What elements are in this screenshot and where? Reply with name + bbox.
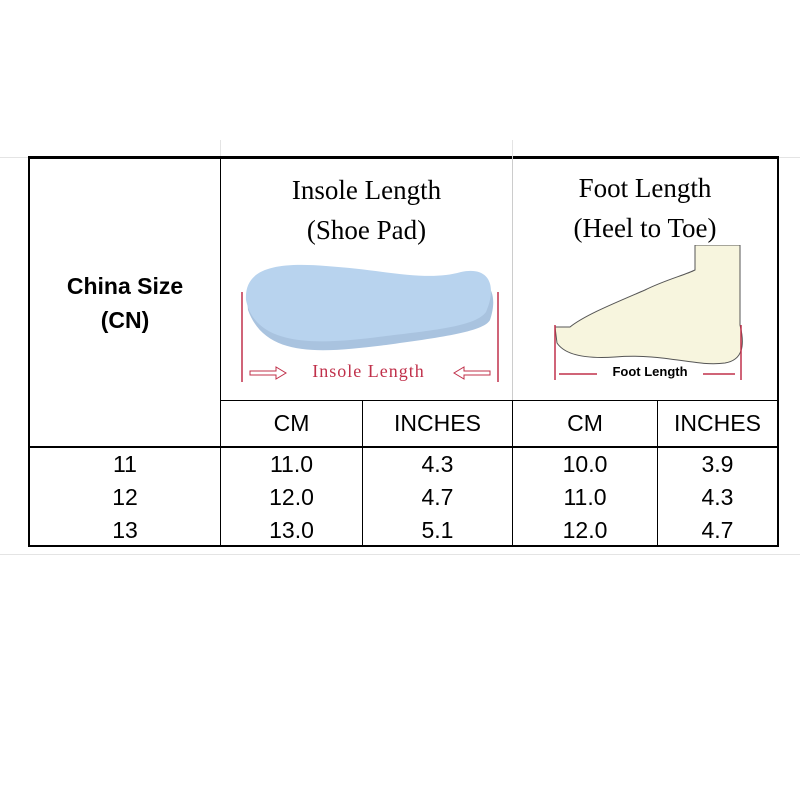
border [28,156,779,159]
insole-length-label: Insole Length [312,361,425,381]
grid-line [0,554,800,555]
table-cell: 4.7 [701,517,734,543]
border [28,156,30,547]
header-text: Foot Length [578,173,712,203]
table-cell: 11.0 [563,484,607,510]
header-text: China Size [66,272,184,299]
table-cell: 12.0 [562,517,608,543]
border [657,400,658,547]
foot-length-label: Foot Length [612,364,688,379]
table-cell: 4.3 [421,451,454,477]
table-cell: 5.1 [421,517,454,543]
subheader-inches: INCHES [394,410,481,436]
grid-line [512,140,513,157]
grid-line [220,140,221,157]
header-text: (Heel to Toe) [573,213,717,243]
table-cell: 4.3 [701,484,734,510]
insole-image [241,264,499,382]
table-cell: 12 [112,484,138,510]
table-cell: 3.9 [701,451,734,477]
insole-length-header: Insole Length (Shoe Pad) [221,170,512,250]
table-cell: 10.0 [562,451,608,477]
border [28,545,779,547]
foot-length-header: Foot Length (Heel to Toe) [513,168,777,248]
table-cell: 11.0 [269,451,314,477]
table-cell: 11 [113,451,137,477]
table-cell: 13 [112,517,138,543]
border [28,446,779,448]
border [512,156,513,547]
header-text: (CN) [100,306,150,333]
border [220,400,779,401]
subheader-cm: CM [273,410,310,436]
border [777,156,779,547]
table-cell: 12.0 [269,484,314,510]
border [512,400,513,547]
header-text: (Shoe Pad) [306,215,427,245]
foot-image [554,245,743,380]
table-cell: 13.0 [269,517,314,543]
border [220,156,221,547]
subheader-inches: INCHES [674,410,761,436]
table-cell: 4.7 [421,484,454,510]
border [362,400,363,547]
header-text: Insole Length [291,175,442,205]
china-size-header: China Size (CN) [30,159,220,446]
subheader-cm: CM [567,410,603,436]
